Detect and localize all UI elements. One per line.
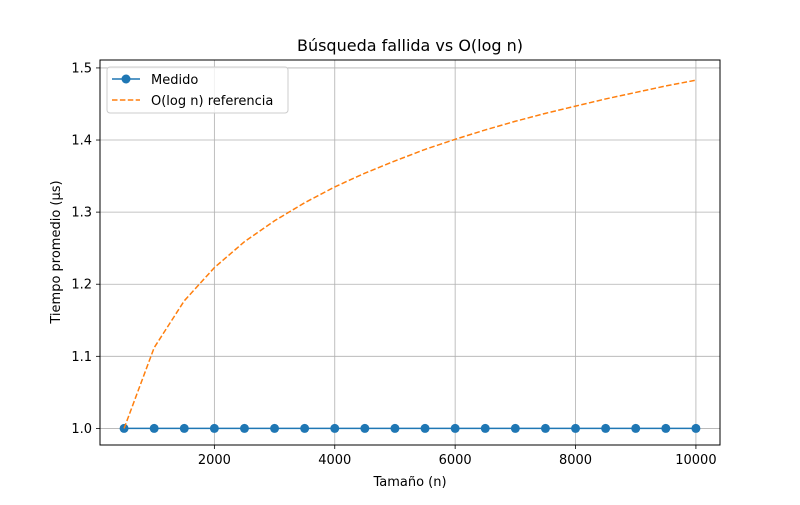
- chart-title: Búsqueda fallida vs O(log n): [297, 36, 523, 55]
- data-point-medido: [179, 423, 189, 433]
- series-layer: [119, 79, 701, 433]
- data-point-medido: [661, 423, 671, 433]
- legend: Medido O(log n) referencia: [106, 66, 289, 114]
- y-tick-label: 1.2: [71, 278, 92, 293]
- data-point-medido: [270, 423, 280, 433]
- y-tick-label: 1.3: [71, 206, 92, 221]
- x-tick-label: 10000: [675, 453, 716, 468]
- y-tick-label: 1.4: [71, 134, 92, 149]
- legend-medido-marker: [121, 74, 131, 84]
- y-axis-title: Tiempo promedio (µs): [49, 180, 64, 324]
- data-point-medido: [420, 423, 430, 433]
- y-tick-label: 1.5: [71, 61, 92, 76]
- data-point-medido: [691, 423, 701, 433]
- legend-box: [106, 66, 289, 114]
- y-tick-label: 1.0: [71, 422, 92, 437]
- data-point-medido: [540, 423, 550, 433]
- legend-label-referencia: O(log n) referencia: [151, 94, 273, 109]
- data-point-medido: [450, 423, 460, 433]
- x-tick-label: 8000: [559, 453, 592, 468]
- x-tick-label: 4000: [318, 453, 351, 468]
- data-point-medido: [330, 423, 340, 433]
- data-point-medido: [510, 423, 520, 433]
- series-line-referencia: [123, 79, 697, 429]
- data-point-medido: [239, 423, 249, 433]
- plot-area-frame: [99, 59, 721, 446]
- data-point-medido: [300, 423, 310, 433]
- data-point-medido: [360, 423, 370, 433]
- data-point-medido: [390, 423, 400, 433]
- data-point-medido: [480, 423, 490, 433]
- data-point-medido: [149, 423, 159, 433]
- data-point-medido: [571, 423, 581, 433]
- grid: [100, 60, 720, 445]
- x-tick-label: 2000: [198, 453, 231, 468]
- x-axis-title: Tamaño (n): [372, 475, 446, 490]
- data-point-medido: [209, 423, 219, 433]
- y-tick-label: 1.1: [71, 350, 92, 365]
- data-point-medido: [601, 423, 611, 433]
- legend-label-medido: Medido: [151, 73, 198, 88]
- ticks: 2000 4000 6000 8000 10000 1.0 1.1 1.2 1.3 1.4 1.5: [71, 61, 716, 468]
- data-point-medido: [631, 423, 641, 433]
- x-tick-label: 6000: [439, 453, 472, 468]
